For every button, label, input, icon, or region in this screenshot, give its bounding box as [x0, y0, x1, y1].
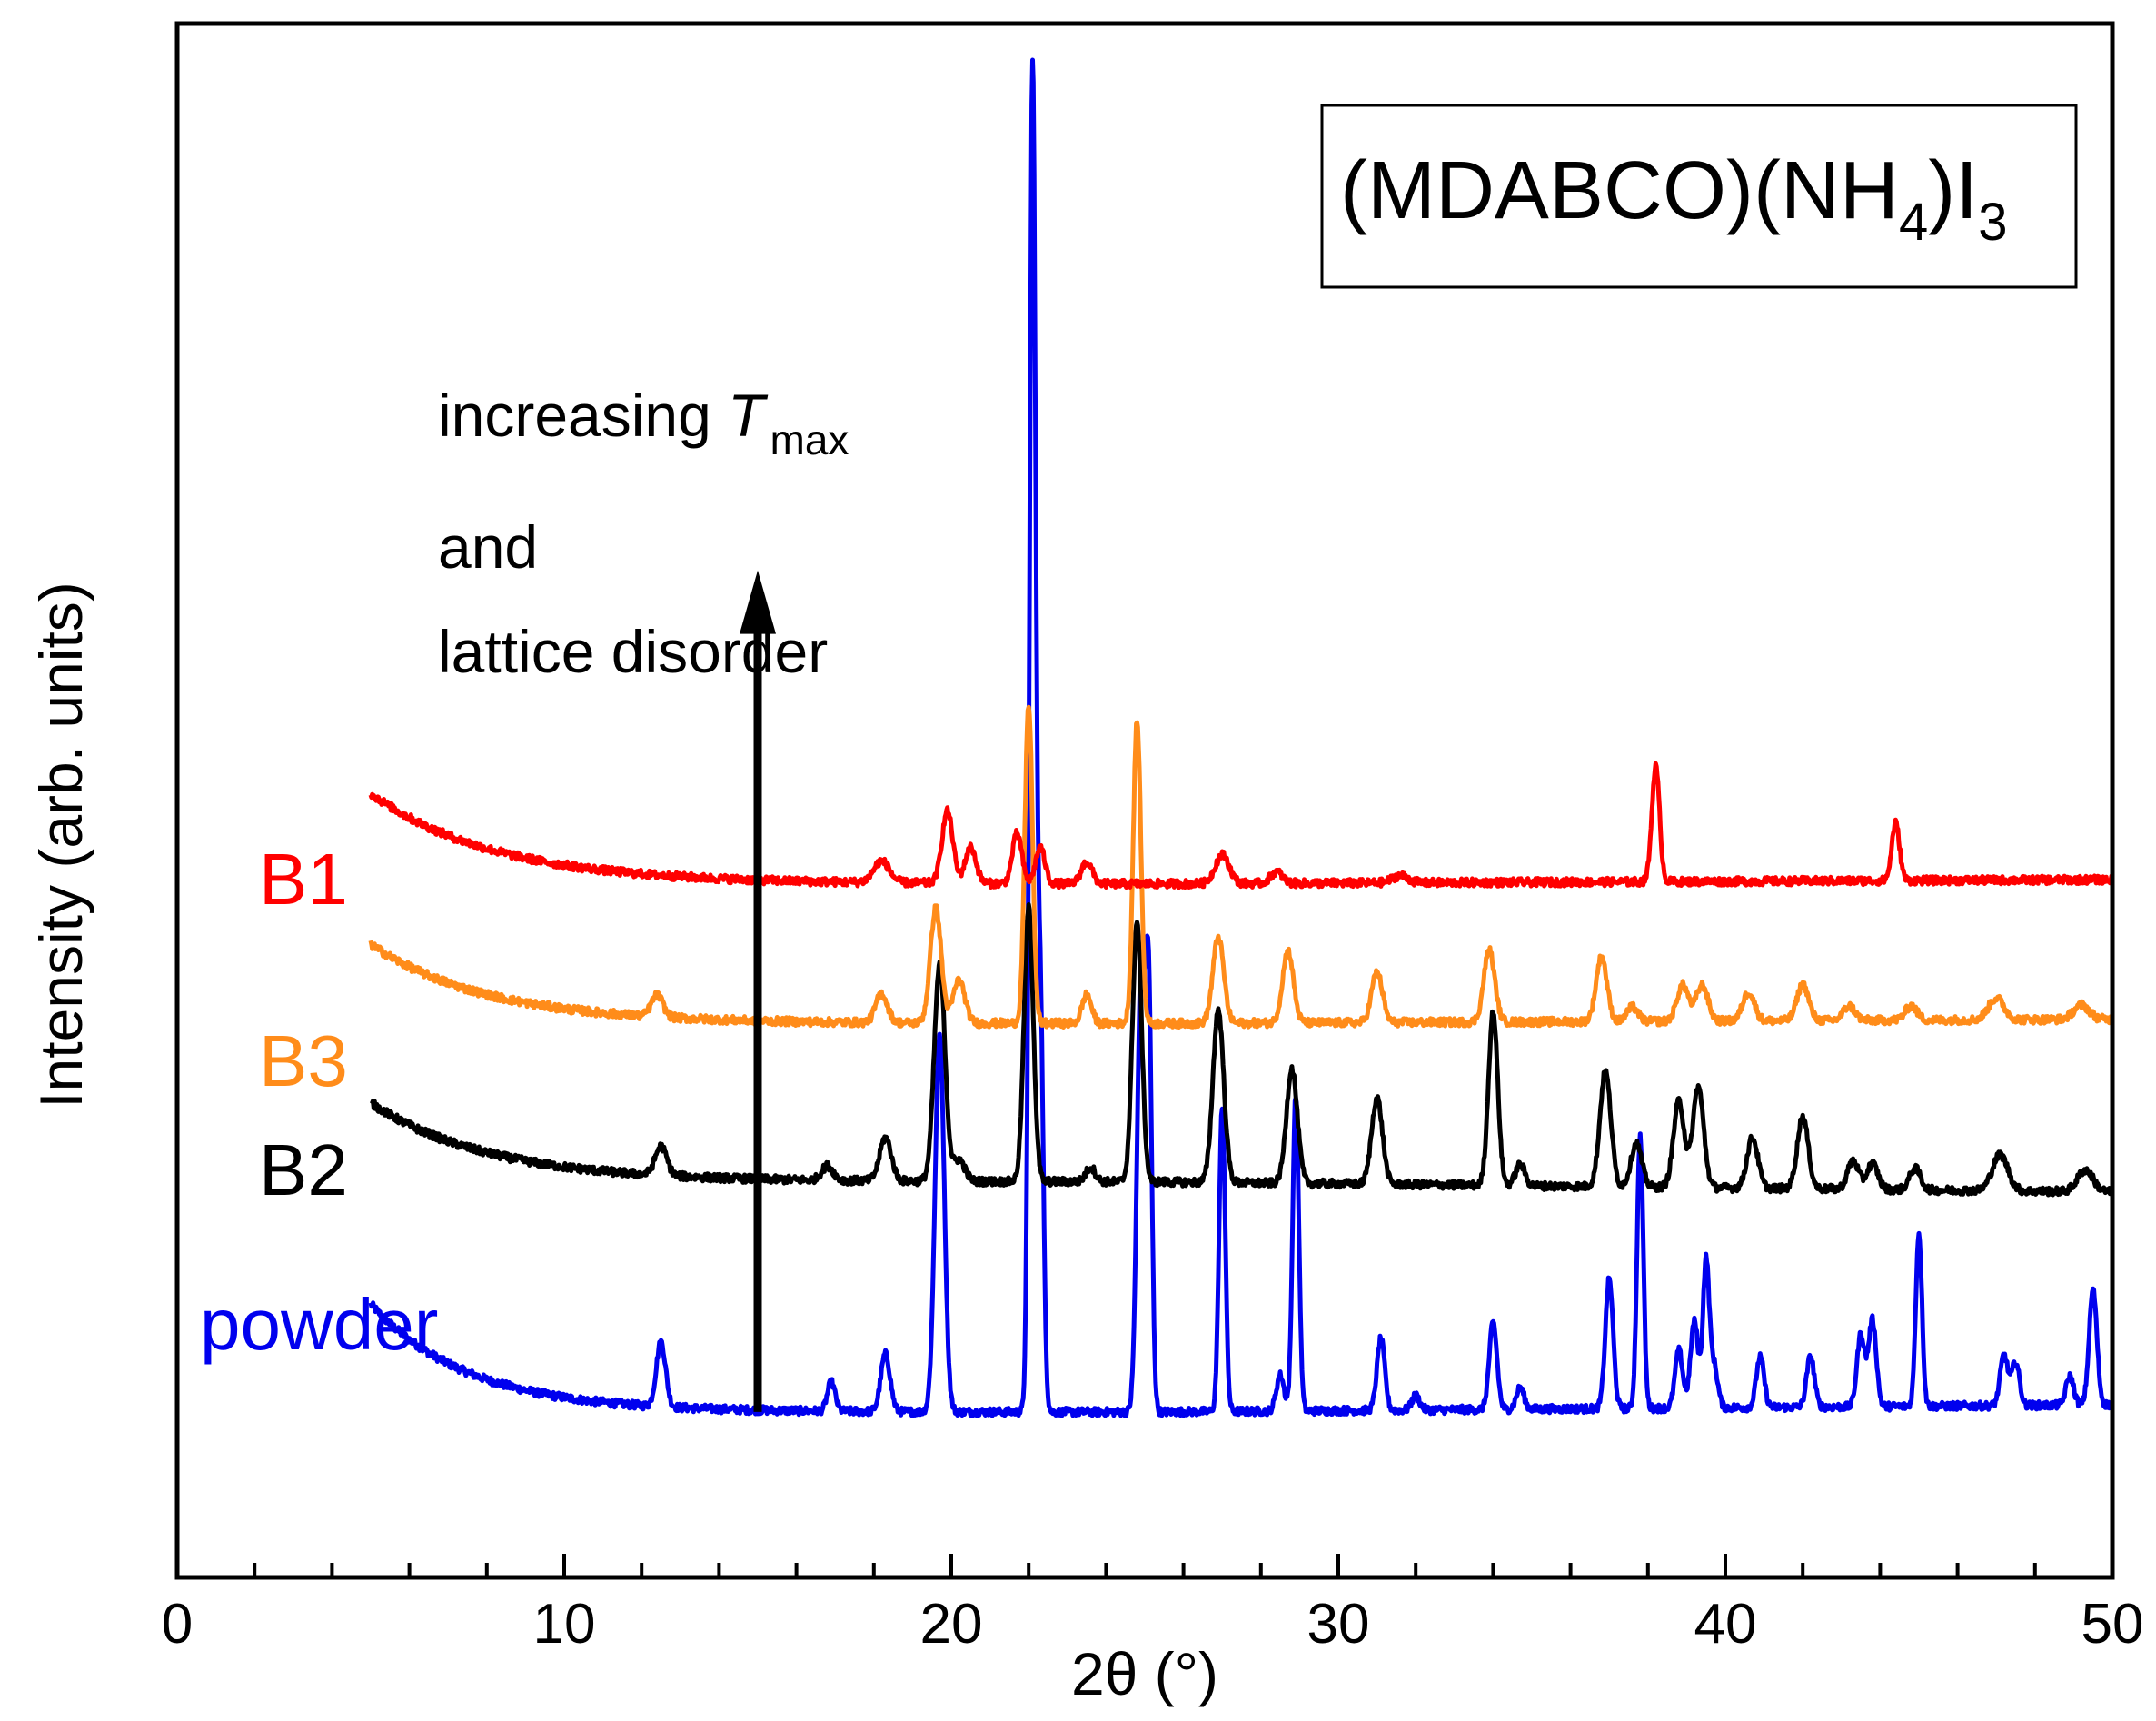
x-axis-title: 2θ (°): [1071, 1640, 1218, 1707]
x-tick-label: 0: [162, 1593, 193, 1656]
series-label-b1: B1: [259, 839, 348, 920]
series-line-powder: [368, 57, 2115, 1418]
series-layer: [368, 57, 2115, 1418]
series-label-powder: powder: [200, 1284, 438, 1365]
annotation-arrow-head: [740, 570, 776, 634]
formula-box: (MDABCO)(NH4)I3: [1320, 104, 2078, 289]
series-label-b3: B3: [259, 1020, 348, 1101]
series-line-b1: [368, 761, 2115, 890]
annotation-line-2: and: [438, 513, 538, 581]
formula-frame: [1320, 104, 2078, 289]
annotation-symbol: T: [728, 382, 769, 449]
formula-mid: )I: [1928, 145, 1978, 236]
x-tick-label: 40: [1694, 1593, 1757, 1656]
formula-text: (MDABCO)(NH4)I3: [1340, 145, 2007, 252]
formula-sub-2: 3: [1978, 193, 2007, 252]
annotation-subscript: max: [770, 416, 849, 463]
x-tick-label: 20: [920, 1593, 983, 1656]
series-line-b2: [369, 902, 2115, 1198]
x-tick-label: 50: [2081, 1593, 2144, 1656]
series-labels: powder B2 B3 B1: [200, 839, 438, 1365]
annotation-prefix: increasing: [438, 382, 728, 449]
x-tick-label: 10: [533, 1593, 596, 1656]
x-tick-label: 30: [1307, 1593, 1370, 1656]
formula-prefix: (MDABCO)(NH: [1340, 145, 1899, 236]
series-label-b2: B2: [259, 1129, 348, 1210]
y-axis-title: Intensity (arb. units): [27, 582, 94, 1109]
x-ticks: [175, 1554, 2114, 1577]
plot-frame: [174, 21, 2115, 1580]
series-line-b3: [368, 704, 2115, 1030]
formula-sub-1: 4: [1899, 193, 1928, 252]
x-tick-labels: 0 10 20 30 40 50: [162, 1593, 2144, 1656]
